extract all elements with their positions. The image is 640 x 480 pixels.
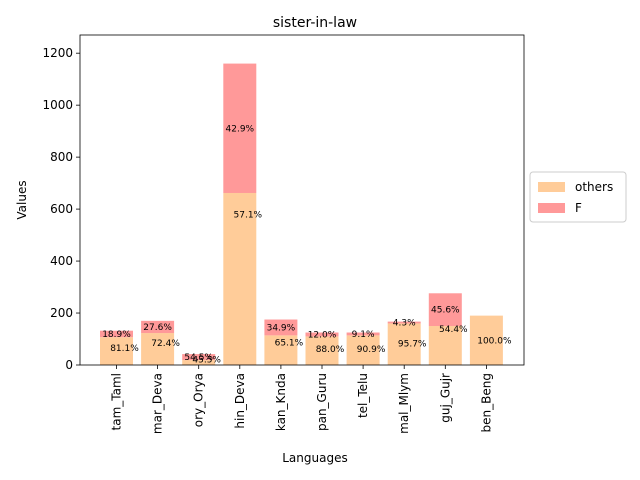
y-tick-label: 600 xyxy=(50,202,73,216)
data-label-others: 72.4% xyxy=(151,339,180,349)
bar-F-kan_Knda xyxy=(264,319,298,336)
data-label-others: 54.4% xyxy=(439,325,468,335)
plot-frame xyxy=(79,34,525,366)
plot-area: 81.1% 18.9% 72.4% 27.6% 45.5%54.5% 57.1% 42.9%… xyxy=(42,34,525,434)
y-axis-label: Values xyxy=(15,180,29,219)
bar-others-guj_Gujr xyxy=(428,326,462,365)
chart-title: sister-in-law xyxy=(273,15,357,31)
bar-F-mar_Deva xyxy=(141,320,175,334)
data-label-others: 57.1% xyxy=(234,210,263,220)
data-label-f: 45.6% xyxy=(431,306,460,316)
bar-others-mar_Deva xyxy=(141,333,175,365)
y-tick-label: 1000 xyxy=(42,98,73,112)
data-label-others: 95.7% xyxy=(398,339,427,349)
x-tick-label: guj_Gujr xyxy=(438,373,452,423)
data-label-f: 4.3% xyxy=(393,319,416,329)
bar-others-mal_Mlym xyxy=(387,323,421,365)
bar-F-mal_Mlym xyxy=(387,321,421,324)
data-label-f: 42.9% xyxy=(226,124,255,134)
data-label-f: 12.0% xyxy=(308,330,337,340)
x-axis-label: Languages xyxy=(282,451,347,465)
bar-F-tam_Taml xyxy=(100,330,133,338)
bar-others-tam_Taml xyxy=(100,337,133,365)
y-tick-label: 200 xyxy=(50,306,73,320)
x-tick-label: mal_Mlym xyxy=(397,373,411,434)
data-label-f: 18.9% xyxy=(102,330,131,340)
data-label-f: 9.1% xyxy=(352,330,375,340)
bar-others-ory_Orya xyxy=(182,360,216,365)
x-tick-label: hin_Deva xyxy=(233,373,247,429)
legend-swatch-others xyxy=(538,182,565,192)
y-tick-label: 800 xyxy=(50,150,73,164)
x-tick-label: ben_Beng xyxy=(479,373,493,432)
legend-label-others: others xyxy=(575,180,613,194)
x-tick-label: mar_Deva xyxy=(151,373,165,434)
data-label-others: 100.0% xyxy=(477,336,512,346)
bar-others-tel_Telu xyxy=(346,335,380,365)
bar-F-pan_Guru xyxy=(305,332,339,337)
x-tick-label: kan_Knda xyxy=(274,373,288,431)
data-label-others: 88.0% xyxy=(316,345,345,355)
legend: others F xyxy=(529,171,627,223)
bar-others-hin_Deva xyxy=(223,192,257,365)
data-label-others: 90.9% xyxy=(357,345,386,355)
y-tick-label: 0 xyxy=(65,358,73,372)
data-label-others: 65.1% xyxy=(275,338,304,348)
bar-F-tel_Telu xyxy=(346,332,380,336)
bar-others-kan_Knda xyxy=(264,335,298,365)
bar-F-guj_Gujr xyxy=(428,293,462,327)
bar-F-hin_Deva xyxy=(223,63,257,193)
legend-label-F: F xyxy=(575,201,582,215)
data-label-others: 45.5% xyxy=(192,356,221,366)
y-tick-label: 400 xyxy=(50,254,73,268)
data-label-f: 27.6% xyxy=(143,323,172,333)
data-label-f: 34.9% xyxy=(267,323,296,333)
y-tick-label: 1200 xyxy=(42,46,73,60)
x-tick-label: tel_Telu xyxy=(356,373,370,418)
bar-F-ory_Orya xyxy=(182,354,216,361)
x-tick-label: pan_Guru xyxy=(315,373,329,431)
data-label-others: 81.1% xyxy=(110,344,139,354)
x-tick-label: ory_Orya xyxy=(192,373,206,427)
x-tick-label: tam_Taml xyxy=(110,373,124,430)
bar-others-pan_Guru xyxy=(305,336,339,365)
bar-others-ben_Beng xyxy=(469,315,503,365)
legend-swatch-F xyxy=(538,203,565,213)
data-label-f: 54.5% xyxy=(184,353,213,363)
